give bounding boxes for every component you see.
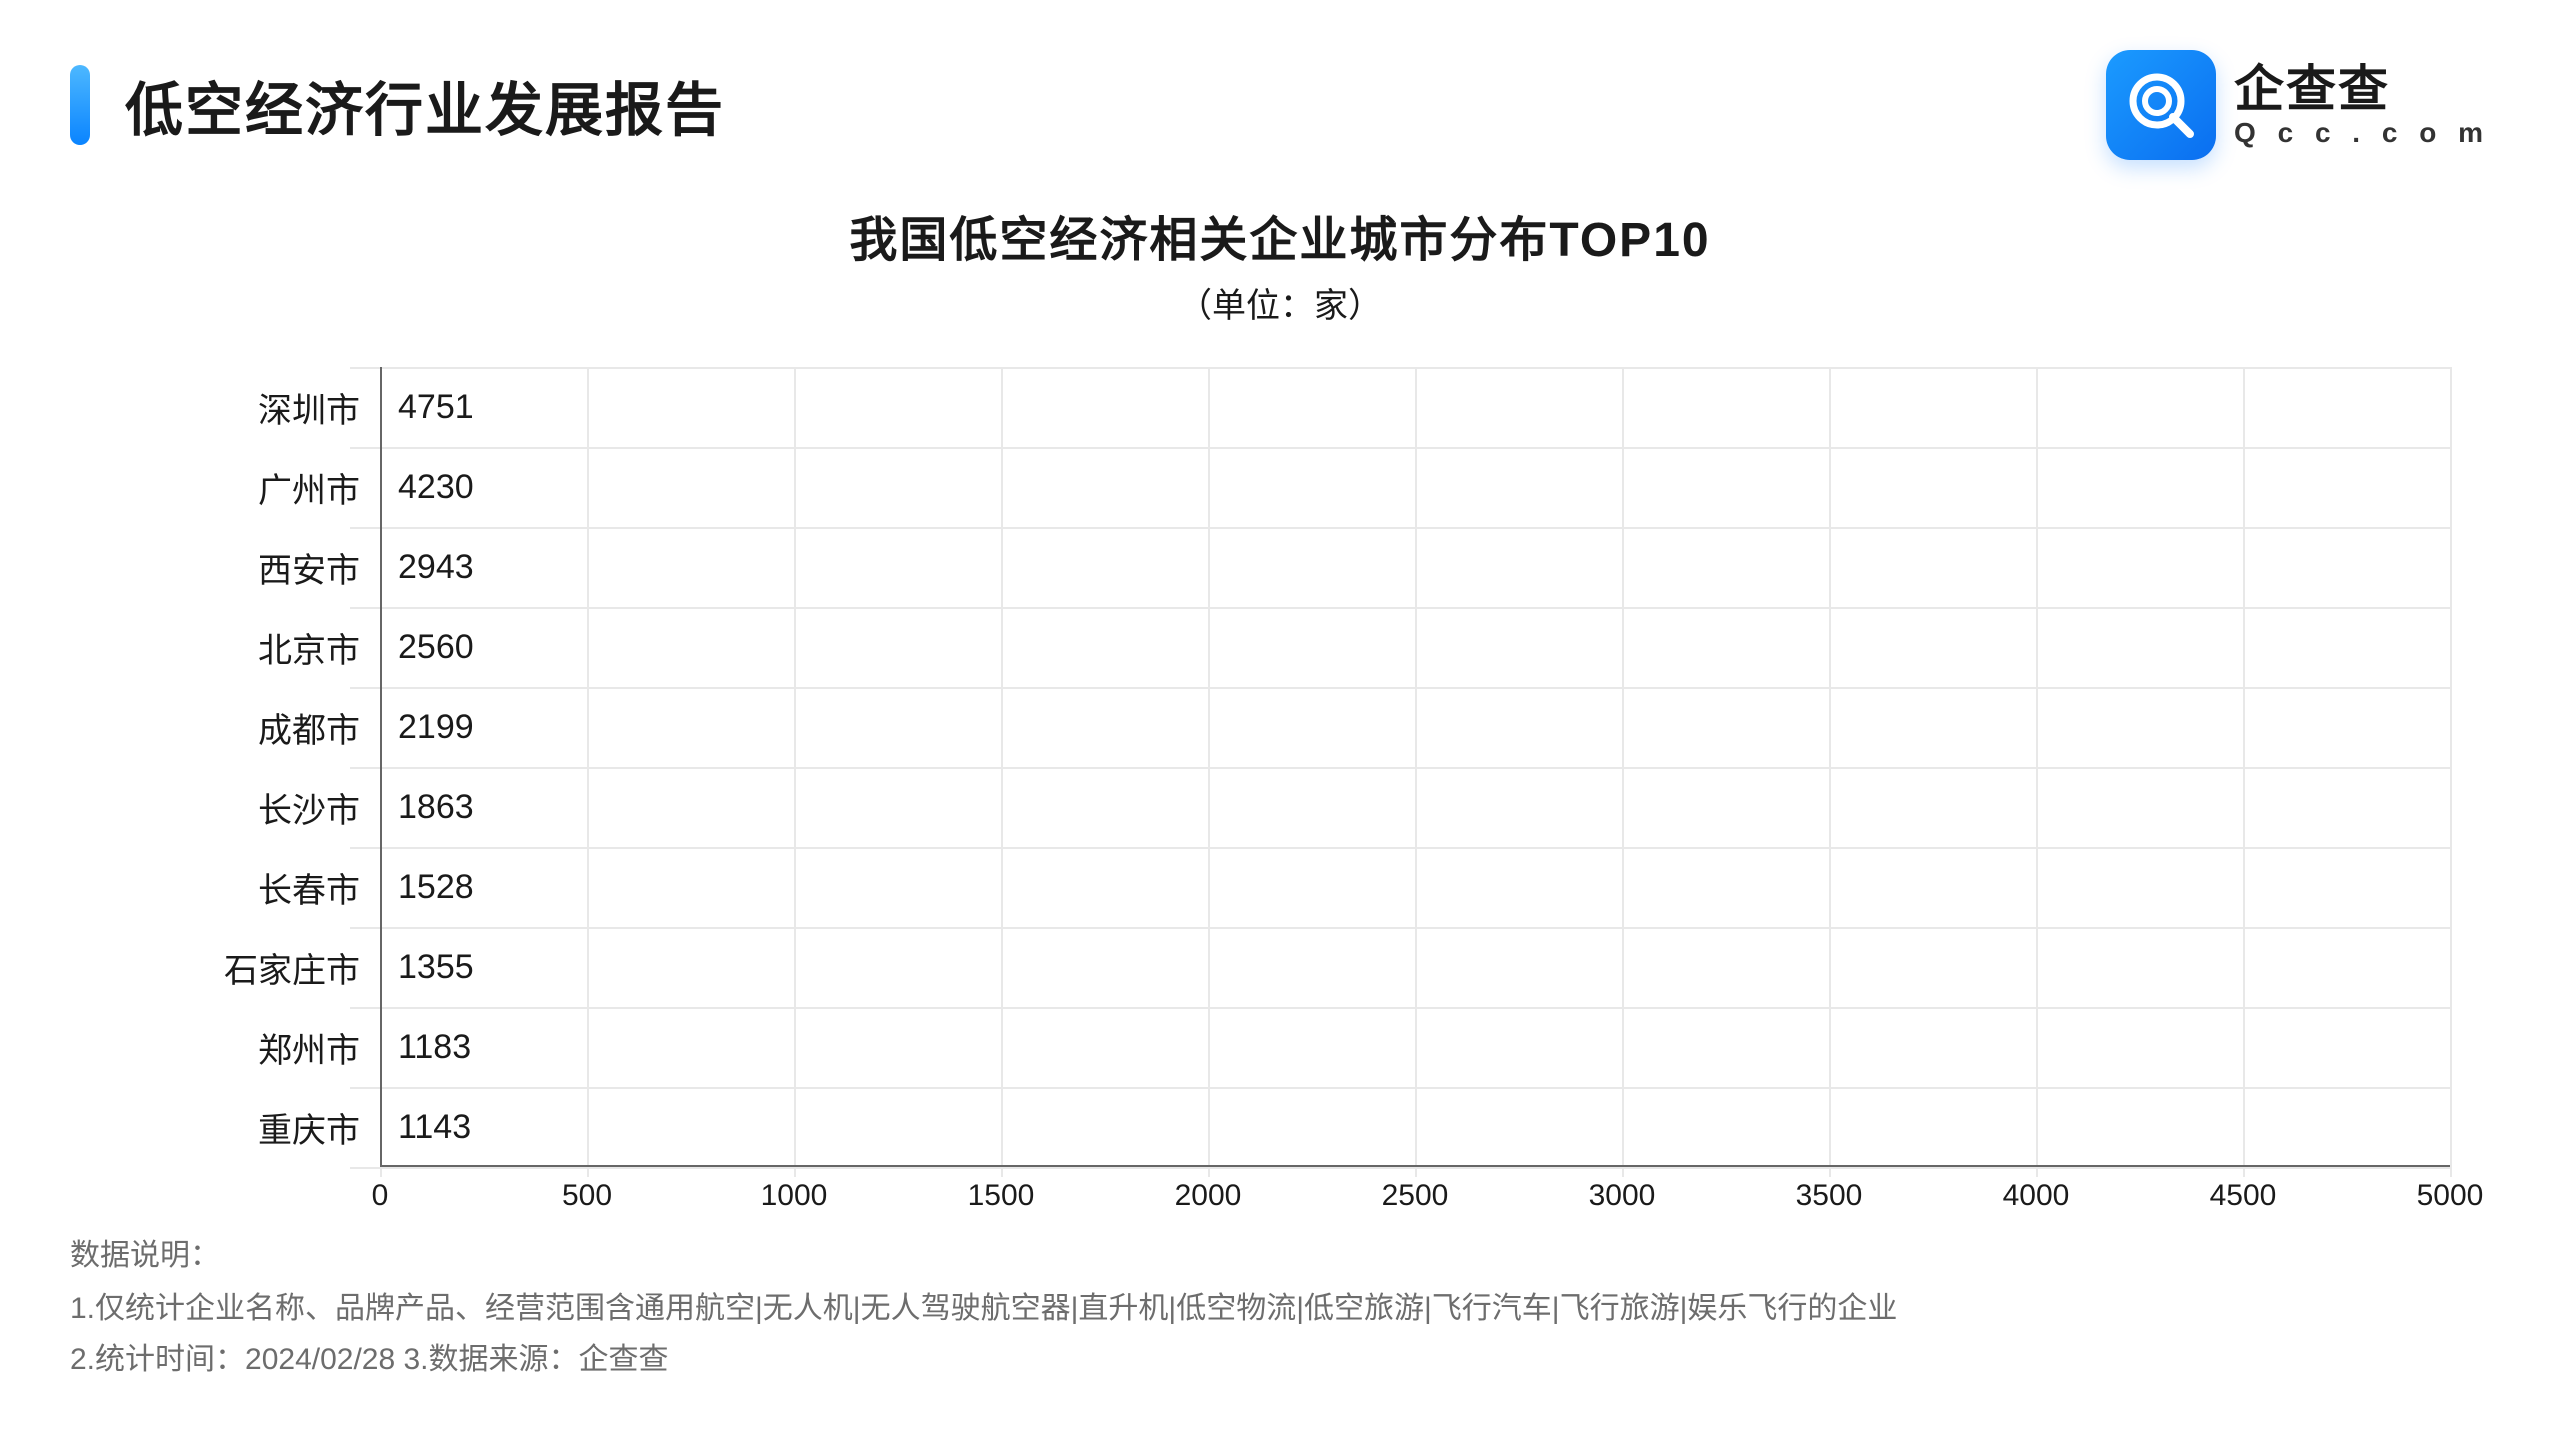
- bar-row: 2199: [380, 703, 474, 751]
- y-axis-category-label: 成都市: [180, 687, 360, 767]
- grid-line: [350, 447, 2450, 449]
- chart-title: 我国低空经济相关企业城市分布TOP10: [70, 200, 2490, 270]
- grid-line: [1415, 367, 1417, 1177]
- x-axis-tick-label: 4500: [2210, 1179, 2277, 1213]
- footnote-line: 2.统计时间：2024/02/28 3.数据来源：企查查: [70, 1334, 2490, 1385]
- bar-row: 1355: [380, 943, 474, 991]
- grid-line: [350, 687, 2450, 689]
- y-axis-category-label: 石家庄市: [180, 927, 360, 1007]
- header-left: 低空经济行业发展报告: [70, 63, 725, 147]
- x-axis-tick-label: 4000: [2003, 1179, 2070, 1213]
- grid-line: [794, 367, 796, 1177]
- brand-name-cn: 企查查: [2234, 63, 2490, 116]
- bar-value-label: 4230: [398, 468, 474, 507]
- gridlines: [380, 367, 2450, 1167]
- x-axis-tick-label: 1000: [761, 1179, 828, 1213]
- y-axis-category-label: 长沙市: [180, 767, 360, 847]
- report-page: 低空经济行业发展报告 企查查 Q c c . c o m 我国低空经济相关企业城…: [0, 0, 2560, 1440]
- grid-line: [2243, 367, 2245, 1177]
- bar-row: 4230: [380, 463, 474, 511]
- plot-inner: 0500100015002000250030003500400045005000…: [380, 367, 2450, 1167]
- y-axis-category-label: 郑州市: [180, 1007, 360, 1087]
- footnote-line: 1.仅统计企业名称、品牌产品、经营范围含通用航空|无人机|无人驾驶航空器|直升机…: [70, 1283, 2490, 1334]
- x-axis-tick-label: 0: [372, 1179, 389, 1213]
- grid-line: [1208, 367, 1210, 1177]
- grid-line: [350, 1007, 2450, 1009]
- x-axis-tick-label: 500: [562, 1179, 612, 1213]
- grid-line: [2036, 367, 2038, 1177]
- chart-area: 我国低空经济相关企业城市分布TOP10 （单位：家） 深圳市广州市西安市北京市成…: [70, 200, 2490, 1167]
- x-axis-tick-label: 5000: [2417, 1179, 2484, 1213]
- grid-line: [350, 1087, 2450, 1089]
- x-axis-tick-label: 3500: [1796, 1179, 1863, 1213]
- footnote-heading: 数据说明：: [70, 1230, 2490, 1281]
- bar-row: 2943: [380, 543, 474, 591]
- bar-row: 1863: [380, 783, 474, 831]
- chart-plot: 深圳市广州市西安市北京市成都市长沙市长春市石家庄市郑州市重庆市 05001000…: [180, 367, 2490, 1167]
- y-axis-category-label: 北京市: [180, 607, 360, 687]
- accent-bar-icon: [70, 65, 90, 145]
- brand-name-en: Q c c . c o m: [2234, 118, 2490, 147]
- grid-line: [1001, 367, 1003, 1177]
- bar-value-label: 1143: [398, 1108, 471, 1147]
- grid-line: [350, 527, 2450, 529]
- footnotes: 数据说明： 1.仅统计企业名称、品牌产品、经营范围含通用航空|无人机|无人驾驶航…: [70, 1230, 2490, 1385]
- bar-row: 2560: [380, 623, 474, 671]
- y-axis-category-label: 广州市: [180, 447, 360, 527]
- bar-row: 1528: [380, 863, 474, 911]
- grid-line: [350, 847, 2450, 849]
- bar-value-label: 1183: [398, 1028, 471, 1067]
- y-axis-category-label: 深圳市: [180, 367, 360, 447]
- y-axis-category-label: 长春市: [180, 847, 360, 927]
- x-axis-tick-label: 2500: [1382, 1179, 1449, 1213]
- bar-row: 4751: [380, 383, 474, 431]
- bar-row: 1183: [380, 1023, 471, 1071]
- bar-value-label: 1355: [398, 948, 474, 987]
- grid-line: [587, 367, 589, 1177]
- x-axis-line: [380, 1165, 2450, 1167]
- bar-value-label: 2199: [398, 708, 474, 747]
- grid-line: [2450, 367, 2452, 1177]
- brand-text: 企查查 Q c c . c o m: [2234, 63, 2490, 147]
- grid-line: [350, 767, 2450, 769]
- chart-subtitle: （单位：家）: [70, 278, 2490, 327]
- bar-value-label: 1528: [398, 868, 474, 907]
- y-axis-category-label: 重庆市: [180, 1087, 360, 1167]
- page-title: 低空经济行业发展报告: [125, 63, 725, 147]
- bar-row: 1143: [380, 1103, 471, 1151]
- qcc-logo-icon: [2106, 50, 2216, 160]
- x-axis-tick-label: 3000: [1589, 1179, 1656, 1213]
- x-axis-tick-label: 2000: [1175, 1179, 1242, 1213]
- header: 低空经济行业发展报告 企查查 Q c c . c o m: [70, 50, 2490, 160]
- bar-value-label: 4751: [398, 388, 474, 427]
- y-axis-labels: 深圳市广州市西安市北京市成都市长沙市长春市石家庄市郑州市重庆市: [180, 367, 360, 1167]
- grid-line: [350, 367, 2450, 369]
- brand-logo: 企查查 Q c c . c o m: [2106, 50, 2490, 160]
- bar-value-label: 1863: [398, 788, 474, 827]
- grid-line: [350, 927, 2450, 929]
- grid-line: [1829, 367, 1831, 1177]
- bar-value-label: 2943: [398, 548, 474, 587]
- x-axis-tick-label: 1500: [968, 1179, 1035, 1213]
- grid-line: [1622, 367, 1624, 1177]
- grid-line: [350, 1167, 2450, 1169]
- y-axis-category-label: 西安市: [180, 527, 360, 607]
- grid-line: [350, 607, 2450, 609]
- bar-value-label: 2560: [398, 628, 474, 667]
